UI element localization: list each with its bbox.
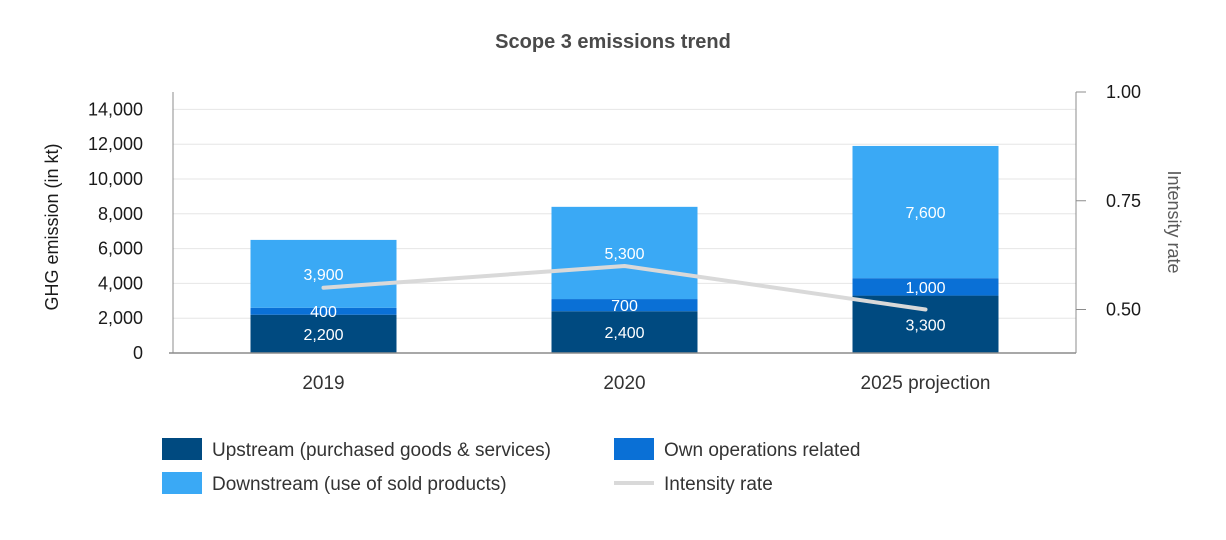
y-tick-label-3: 6,000 <box>98 239 143 259</box>
x-tick-label-2: 2025 projection <box>861 373 991 394</box>
y2-tick-label-1: 0.75 <box>1106 191 1141 211</box>
legend-label-1: Own operations related <box>664 440 860 461</box>
data-label-2-1: 5,300 <box>604 246 644 263</box>
legend: Upstream (purchased goods & services) Own… <box>162 438 860 495</box>
data-label-0-2: 3,300 <box>905 317 945 334</box>
bar-0-2 <box>852 295 999 353</box>
legend-swatch-1 <box>614 438 654 460</box>
bar-1-2 <box>852 278 999 296</box>
data-label-0-0: 2,200 <box>303 327 343 344</box>
legend-label-0: Upstream (purchased goods & services) <box>212 440 551 461</box>
y2-tick-label-2: 1.00 <box>1106 82 1141 102</box>
bar-2-0 <box>250 239 397 308</box>
x-tick-label-0: 2019 <box>302 373 344 394</box>
y-axis-label: GHG emission (in kt) <box>42 143 62 310</box>
bar-1-1 <box>551 299 698 312</box>
y-tick-label-1: 2,000 <box>98 308 143 328</box>
bar-1-0 <box>250 307 397 315</box>
intensity-rate-line <box>321 264 928 312</box>
y-tick-label-0: 0 <box>133 343 143 363</box>
bar-0-1 <box>551 311 698 353</box>
data-label-1-1: 700 <box>611 298 638 315</box>
data-label-2-0: 3,900 <box>303 267 343 284</box>
y2-tick-label-0: 0.50 <box>1106 300 1141 320</box>
intensity-line-group <box>321 264 928 312</box>
y-tick-label-6: 12,000 <box>88 134 143 154</box>
legend-swatch-2 <box>162 472 202 494</box>
axes: 0 2,000 4,000 6,000 8,000 10,000 12,000 14,000 0… <box>88 82 1141 394</box>
bar-2-2 <box>852 145 999 279</box>
y-tick-label-7: 14,000 <box>88 99 143 119</box>
bar-2-1 <box>551 206 698 300</box>
x-tick-label-1: 2020 <box>603 373 645 394</box>
data-label-group: 2,200 400 3,900 2,400 700 5,300 3,300 1,000 7,60… <box>303 205 945 344</box>
legend-label-2: Downstream (use of sold products) <box>212 474 507 495</box>
data-label-1-0: 400 <box>310 304 337 321</box>
y2-axis-label: Intensity rate <box>1164 170 1184 273</box>
y-tick-label-2: 4,000 <box>98 273 143 293</box>
bar-0-0 <box>250 314 397 353</box>
bar-stack-group <box>250 145 999 353</box>
data-label-0-1: 2,400 <box>604 325 644 342</box>
chart-title: Scope 3 emissions trend <box>495 31 731 53</box>
legend-swatch-0 <box>162 438 202 460</box>
y-tick-label-5: 10,000 <box>88 169 143 189</box>
data-label-2-2: 7,600 <box>905 205 945 222</box>
data-label-1-2: 1,000 <box>905 280 945 297</box>
legend-label-3: Intensity rate <box>664 474 773 495</box>
y-tick-label-4: 8,000 <box>98 204 143 224</box>
